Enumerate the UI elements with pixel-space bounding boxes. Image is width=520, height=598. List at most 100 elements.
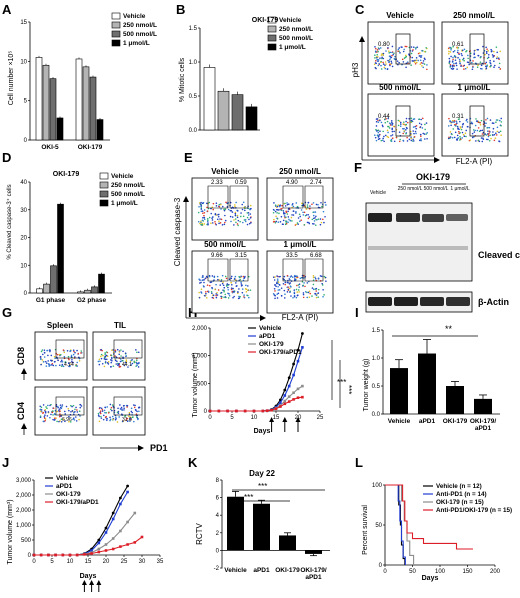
flow-dot [295, 211, 297, 213]
flow-dot [110, 406, 113, 409]
flow-dot [220, 278, 223, 281]
flow-dot [391, 54, 393, 57]
flow-dot [297, 217, 300, 219]
flow-dot [138, 406, 141, 409]
flow-dot [135, 413, 138, 416]
flow-dot [121, 409, 123, 412]
flow-dot [223, 209, 226, 212]
flow-dot [242, 215, 245, 218]
i-bar [474, 398, 492, 414]
flow-dot [100, 355, 102, 358]
flow-dot [481, 68, 483, 70]
flow-dot [459, 60, 462, 62]
flow-dot [76, 409, 78, 411]
flow-dot [221, 224, 224, 226]
flow-dot [44, 360, 47, 363]
flow-dot [276, 212, 278, 214]
flow-dot [308, 290, 311, 293]
c-value-1: 0.80 [378, 42, 390, 48]
flow-dot [223, 286, 226, 289]
k-star-2: *** [244, 493, 253, 502]
flow-dot [473, 136, 475, 138]
flow-dot [46, 415, 49, 417]
k-xtick-label: OKI-179 [275, 567, 300, 574]
b-bar [203, 67, 216, 131]
flow-dot [373, 134, 376, 136]
flow-dot [460, 128, 463, 131]
b-title: OKI-179 [252, 17, 279, 24]
flow-dot [130, 359, 133, 362]
flow-dot [217, 278, 219, 281]
flow-dot [466, 118, 468, 121]
flow-dot [224, 221, 226, 224]
flow-dot [106, 406, 109, 408]
flow-dot [276, 293, 278, 295]
flow-dot [50, 364, 53, 366]
flow-dot [52, 414, 54, 416]
flow-dot [56, 410, 59, 413]
flow-dot [491, 122, 494, 124]
i-ytick-label: 0.5 [372, 384, 381, 390]
flow-dot [215, 294, 217, 297]
flow-dot [419, 52, 421, 54]
flow-dot [488, 139, 491, 142]
flow-dot [50, 354, 53, 357]
j-dose-arrowhead [96, 580, 102, 585]
flow-dot [311, 222, 314, 225]
flow-dot [280, 215, 283, 218]
flow-dot [405, 45, 408, 48]
l-xtick-label: 200 [490, 569, 501, 575]
flow-dot [451, 133, 453, 136]
flow-dot [285, 220, 287, 222]
flow-dot [412, 49, 414, 51]
flow-dot [77, 352, 80, 355]
flow-dot [457, 56, 459, 59]
flow-dot [125, 360, 128, 363]
c-xaxis-arrow [434, 157, 440, 163]
flow-dot [120, 355, 122, 357]
flow-dot [243, 206, 246, 208]
flow-dot [80, 350, 83, 352]
flow-dot [106, 362, 109, 364]
flow-dot [229, 215, 232, 218]
flow-dot [206, 297, 208, 299]
a-ytick-label: 15 [20, 20, 27, 26]
flow-dot [376, 54, 379, 56]
flow-dot [420, 138, 422, 140]
f-band-4 [446, 214, 468, 221]
flow-dot [235, 201, 237, 204]
flow-dot [456, 51, 459, 54]
flow-dot [201, 223, 204, 226]
flow-dot [449, 120, 451, 122]
flow-dot [480, 64, 483, 67]
flow-dot [233, 291, 235, 293]
flow-dot [479, 129, 482, 132]
flow-dot [398, 140, 401, 143]
a-bar [82, 66, 90, 141]
j-point [83, 553, 86, 556]
flow-dot [379, 57, 381, 59]
flow-dot [214, 220, 216, 223]
flow-dot [375, 120, 378, 123]
flow-dot [248, 296, 250, 299]
flow-dot [418, 118, 421, 121]
flow-dot [131, 416, 134, 419]
flow-dot [420, 139, 422, 142]
k-ytick-label: 8 [216, 478, 220, 484]
flow-dot [222, 284, 225, 287]
j-point [32, 553, 36, 557]
flow-dot [59, 410, 61, 412]
flow-dot [449, 136, 452, 138]
flow-dot [117, 407, 119, 410]
flow-dot [314, 292, 316, 295]
flow-dot [137, 418, 139, 421]
flow-dot [456, 125, 459, 128]
flow-dot [230, 277, 233, 280]
h-point [265, 409, 269, 413]
flow-dot [320, 201, 322, 204]
flow-dot [385, 50, 387, 52]
d-ytick-label: 40 [20, 180, 27, 186]
flow-dot [485, 46, 487, 49]
flow-dot [76, 349, 78, 352]
flow-dot [382, 52, 385, 55]
